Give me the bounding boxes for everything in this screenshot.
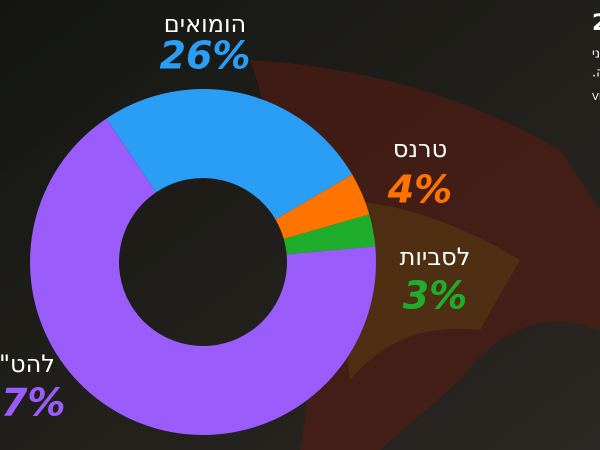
category-label: טרנס bbox=[393, 135, 447, 163]
value-label: 4% bbox=[387, 168, 453, 212]
donut bbox=[30, 88, 377, 435]
source: נים: האגודה למען הלהט"ב וחברת VIGO bbox=[592, 92, 600, 103]
category-label: להט"ב bbox=[0, 350, 55, 378]
donut-segment bbox=[275, 174, 370, 239]
donut-segment bbox=[106, 88, 353, 220]
category-label: הומואים bbox=[164, 10, 246, 38]
value-label: 26% bbox=[160, 34, 251, 78]
donut-segment bbox=[283, 214, 376, 255]
value-label: 67% bbox=[0, 381, 65, 425]
subtitle: פי תת הקהילה אליה הוא הופנה. bbox=[592, 66, 600, 81]
flag-photo bbox=[330, 200, 520, 380]
category-label: לסביות bbox=[400, 243, 471, 271]
title: דד השנאה יוני 2019 bbox=[592, 11, 600, 36]
donut-segment bbox=[30, 118, 377, 435]
subtitle: ווקת שית: פילוח השיח הפוגעני bbox=[592, 47, 600, 62]
value-label: 3% bbox=[403, 274, 468, 318]
